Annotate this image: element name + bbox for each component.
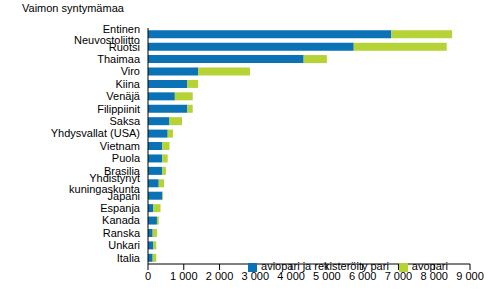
svg-text:Ranska: Ranska bbox=[103, 227, 141, 239]
svg-text:Vietnam: Vietnam bbox=[100, 140, 140, 152]
svg-text:Saksa: Saksa bbox=[109, 115, 140, 127]
svg-text:Filippiinit: Filippiinit bbox=[97, 103, 140, 115]
svg-text:Yhdysvallat (USA): Yhdysvallat (USA) bbox=[51, 127, 140, 139]
svg-text:Espanja: Espanja bbox=[100, 202, 141, 214]
svg-text:Japani: Japani bbox=[108, 190, 140, 202]
svg-text:Thaimaa: Thaimaa bbox=[97, 53, 141, 65]
svg-text:8 000: 8 000 bbox=[420, 270, 448, 282]
svg-text:0: 0 bbox=[145, 270, 151, 282]
svg-text:Italia: Italia bbox=[117, 252, 141, 264]
svg-text:Kiina: Kiina bbox=[116, 78, 141, 90]
svg-text:Viro: Viro bbox=[121, 65, 140, 77]
svg-text:5 000: 5 000 bbox=[313, 270, 341, 282]
svg-text:Kanada: Kanada bbox=[102, 214, 141, 226]
svg-text:1 000: 1 000 bbox=[170, 270, 198, 282]
svg-text:Ruotsi: Ruotsi bbox=[109, 41, 140, 53]
svg-text:3 000: 3 000 bbox=[242, 270, 270, 282]
svg-text:7 000: 7 000 bbox=[385, 270, 413, 282]
svg-text:6 000: 6 000 bbox=[349, 270, 377, 282]
svg-text:Unkari: Unkari bbox=[108, 239, 140, 251]
svg-text:2 000: 2 000 bbox=[206, 270, 234, 282]
svg-text:4 000: 4 000 bbox=[277, 270, 305, 282]
svg-text:9 000: 9 000 bbox=[456, 270, 484, 282]
svg-text:Puola: Puola bbox=[112, 152, 141, 164]
svg-text:Venäjä: Venäjä bbox=[106, 90, 141, 102]
